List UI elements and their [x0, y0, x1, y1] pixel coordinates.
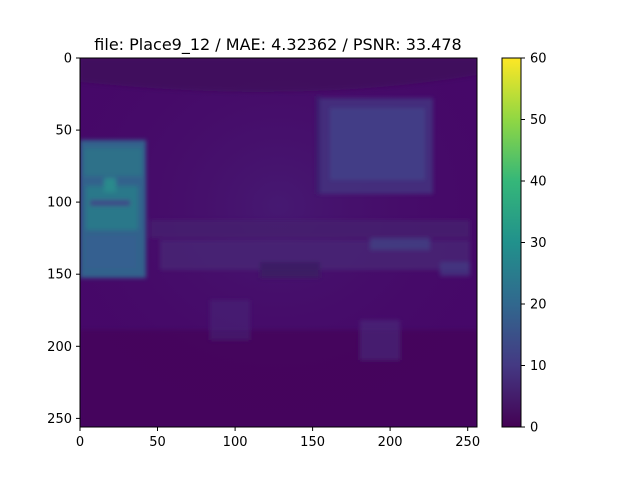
- colorbar-tick-label: 40: [530, 175, 547, 190]
- x-tick-label: 200: [378, 435, 403, 450]
- colorbar-tick-label: 0: [530, 421, 538, 436]
- y-tick-label: 250: [47, 412, 72, 427]
- x-axis: 0 50 100 150 200 250: [76, 427, 480, 450]
- plot-frame: [79, 57, 478, 428]
- colorbar-gradient: [502, 58, 521, 427]
- chart-title: file: Place9_12 / MAE: 4.32362 / PSNR: 3…: [94, 35, 461, 55]
- colorbar-tick-label: 50: [530, 113, 547, 128]
- x-tick-label: 50: [149, 435, 166, 450]
- colorbar-tick-label: 20: [530, 298, 547, 313]
- colorbar-tick-label: 30: [530, 236, 547, 251]
- colorbar-tick-label: 10: [530, 359, 547, 374]
- y-tick-label: 50: [55, 124, 72, 139]
- x-tick-label: 100: [223, 435, 248, 450]
- x-tick-label: 0: [76, 435, 84, 450]
- heatmap-image: [80, 58, 477, 427]
- x-tick-label: 150: [300, 435, 325, 450]
- y-tick-label: 150: [47, 268, 72, 283]
- colorbar-tick-label: 60: [530, 52, 547, 67]
- colorbar: 0 10 20 30 40 50 60: [501, 52, 547, 436]
- y-tick-label: 100: [47, 196, 72, 211]
- y-tick-label: 0: [64, 52, 72, 67]
- x-tick-label: 250: [455, 435, 480, 450]
- y-axis: 0 50 100 150 200 250: [47, 52, 80, 427]
- y-tick-label: 200: [47, 340, 72, 355]
